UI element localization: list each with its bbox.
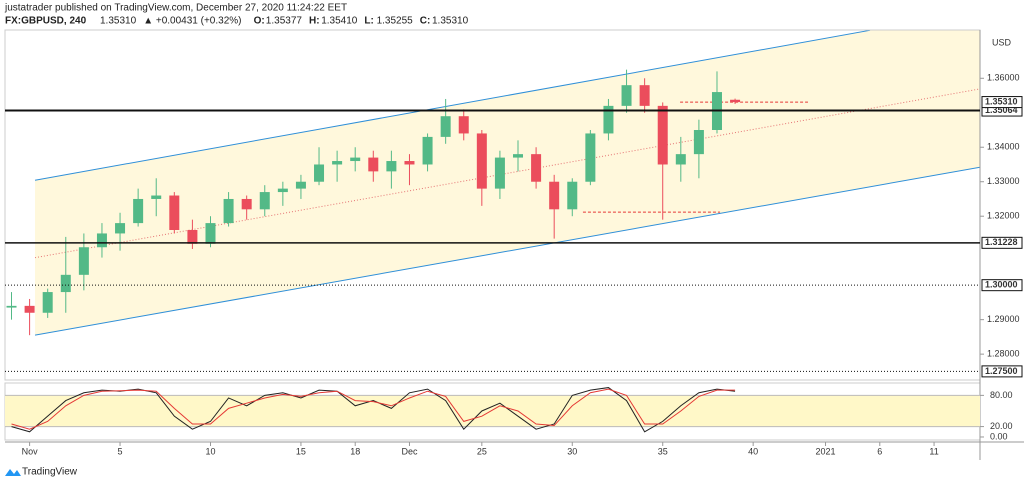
candle-body xyxy=(42,292,53,313)
candle-body xyxy=(513,154,524,158)
price-pane xyxy=(6,30,980,336)
osc-tick-label: 80.00 xyxy=(990,390,1013,400)
candle-body xyxy=(241,198,252,210)
last-price-label: 1.35310 xyxy=(985,96,1018,106)
x-tick-label: 40 xyxy=(748,446,758,456)
last-price-box xyxy=(981,96,1023,109)
channel-line xyxy=(34,30,871,181)
candle-body xyxy=(187,230,198,244)
candle-body xyxy=(585,133,596,182)
candle-body xyxy=(567,181,578,210)
level-label: 1.27500 xyxy=(985,366,1018,376)
candle-body xyxy=(730,99,741,103)
y-tick-label: 1.33000 xyxy=(987,176,1020,186)
x-tick-label: 5 xyxy=(118,446,123,456)
x-tick-label: 35 xyxy=(658,446,668,456)
candle-body xyxy=(295,181,306,189)
osc-tick-label: 0.00 xyxy=(990,431,1008,441)
publisher: justatrader published on TradingView.com… xyxy=(4,3,347,14)
level-box xyxy=(981,279,1023,292)
candle-body xyxy=(404,161,415,165)
y-tick-label: 1.34000 xyxy=(987,142,1020,152)
level-box xyxy=(981,236,1023,249)
x-tick-label: 25 xyxy=(477,446,487,456)
candle-body xyxy=(314,164,325,182)
candle-body xyxy=(639,85,650,106)
ohlc-label: L: xyxy=(364,16,373,27)
channel-fill xyxy=(35,30,980,336)
x-tick-label: 6 xyxy=(877,446,882,456)
candle-body xyxy=(350,157,361,162)
candle-body xyxy=(133,198,144,224)
currency: USD xyxy=(992,37,1012,47)
ohlc-value: 1.35255 xyxy=(377,16,414,27)
candle-body xyxy=(549,181,560,210)
candle-body xyxy=(24,305,35,313)
candle-body xyxy=(440,116,451,137)
candle-body xyxy=(368,157,379,172)
x-tick-label: 15 xyxy=(296,446,306,456)
candle-body xyxy=(151,195,162,199)
candle-body xyxy=(693,130,704,155)
candle-body xyxy=(494,157,505,189)
y-tick-label: 1.36000 xyxy=(987,73,1020,83)
candle-body xyxy=(657,105,668,165)
candle-body xyxy=(6,305,17,308)
candle-body xyxy=(675,154,686,165)
y-tick-label: 1.29000 xyxy=(987,314,1020,324)
channel-line xyxy=(34,166,980,336)
candle-body xyxy=(476,133,487,189)
x-tick-label: 11 xyxy=(929,446,938,456)
ohlc-label: C: xyxy=(420,16,431,27)
candle-body xyxy=(603,105,614,134)
logo xyxy=(5,469,21,476)
level-box xyxy=(981,365,1023,378)
osc-tick-label: 20.00 xyxy=(990,421,1013,431)
x-tick-label: Dec xyxy=(401,446,418,456)
candle-body xyxy=(621,85,632,106)
osc-line xyxy=(11,387,736,433)
candle-body xyxy=(169,195,180,230)
x-tick-label: 18 xyxy=(350,446,360,456)
ohlc-value: 1.35377 xyxy=(266,16,303,27)
brand: TradingView xyxy=(22,467,78,478)
x-tick-label: 10 xyxy=(205,446,215,456)
candle-body xyxy=(259,192,270,210)
candle-body xyxy=(115,223,126,234)
last-price: 1.35310 xyxy=(100,16,137,27)
x-tick-label: 30 xyxy=(567,446,577,456)
ohlc-label: O: xyxy=(254,16,265,27)
level-label: 1.35064 xyxy=(985,105,1018,115)
candle-body xyxy=(386,161,397,172)
ohlc-value: 1.35410 xyxy=(321,16,358,27)
candle-body xyxy=(205,223,216,244)
x-tick-label: Nov xyxy=(22,446,39,456)
candle-body xyxy=(60,274,71,293)
y-tick-label: 1.28000 xyxy=(987,349,1020,359)
change: ▲ +0.00431 (+0.32%) xyxy=(143,16,241,27)
level-label: 1.31228 xyxy=(985,237,1018,247)
candle-body xyxy=(78,247,89,275)
candle-body xyxy=(223,198,234,224)
candle-body xyxy=(332,161,343,165)
candle-body xyxy=(277,188,288,193)
osc-line xyxy=(11,388,736,430)
osc-band xyxy=(5,395,980,427)
ohlc-label: H: xyxy=(309,16,320,27)
ohlc-value: 1.35310 xyxy=(432,16,469,27)
x-tick-label: 2021 xyxy=(816,446,836,456)
candle-body xyxy=(531,154,542,182)
candle-body xyxy=(96,233,107,248)
candle-body xyxy=(422,136,433,165)
candle-body xyxy=(458,116,469,134)
level-label: 1.30000 xyxy=(985,280,1018,290)
symbol: FX:GBPUSD, 240 xyxy=(5,16,87,27)
y-tick-label: 1.32000 xyxy=(987,211,1020,221)
